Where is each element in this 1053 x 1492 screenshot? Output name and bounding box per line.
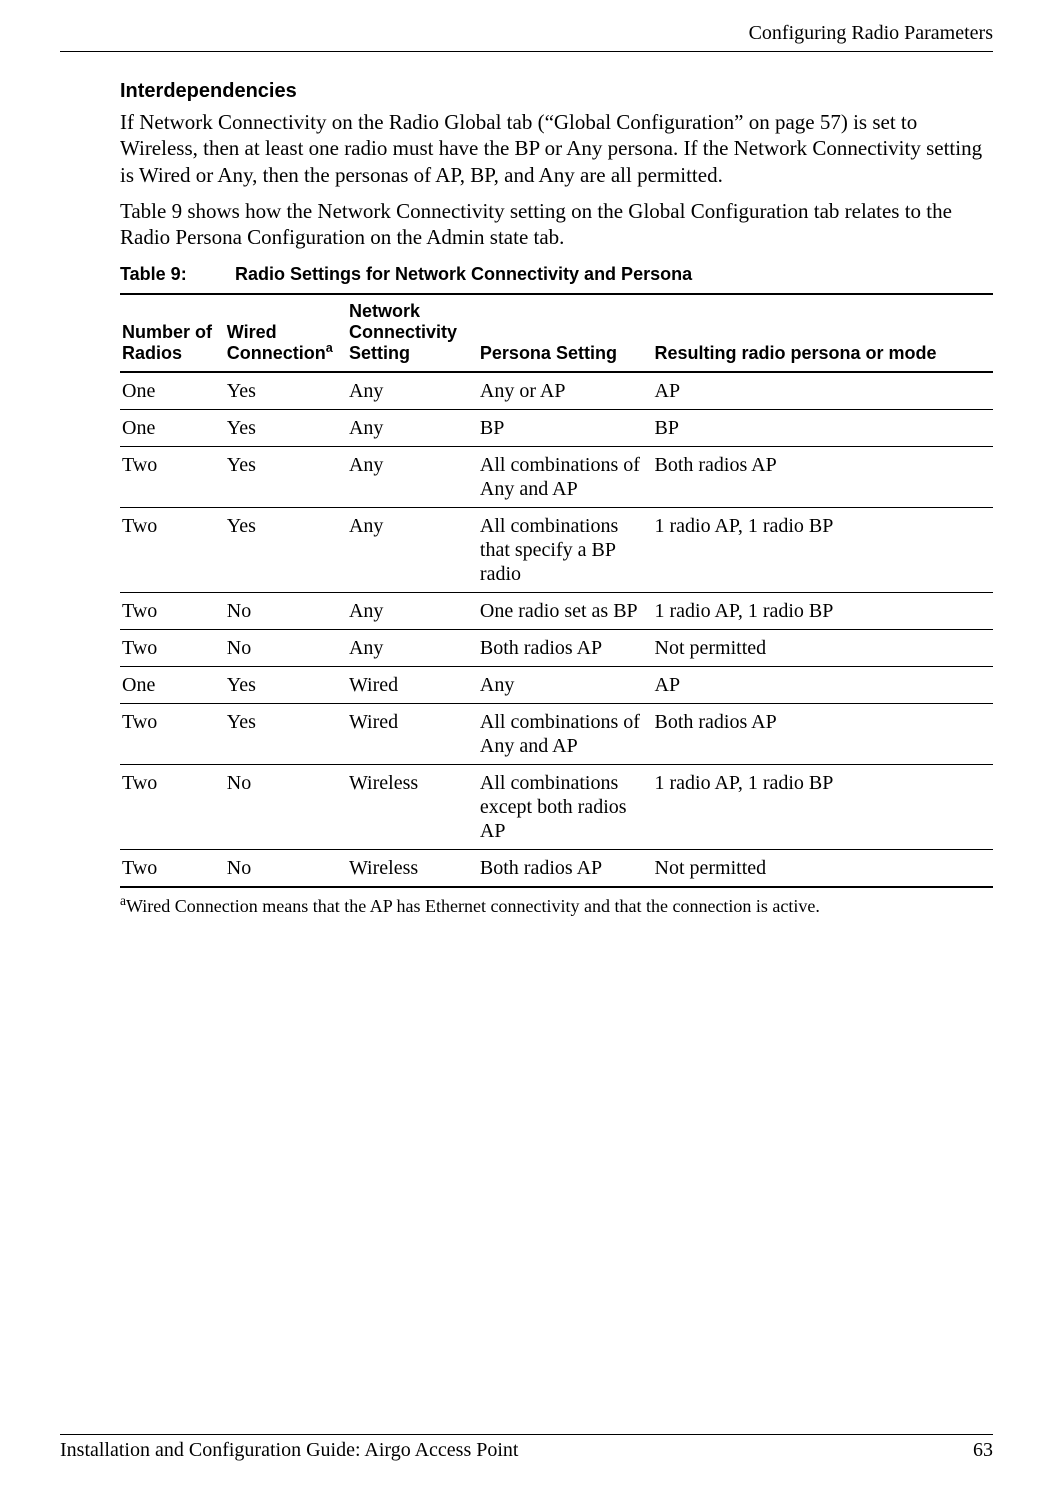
cell-wired-connection: No [225, 630, 347, 667]
footnote-text: Wired Connection means that the AP has E… [126, 896, 820, 916]
body-paragraph-2: Table 9 shows how the Network Connectivi… [120, 198, 993, 251]
cell-network-connectivity: Any [347, 447, 478, 508]
table-caption-title: Radio Settings for Network Connectivity … [235, 264, 692, 284]
cell-wired-connection: No [225, 765, 347, 850]
page-footer: Installation and Configuration Guide: Ai… [60, 1434, 993, 1462]
body-paragraph-1: If Network Connectivity on the Radio Glo… [120, 109, 993, 188]
col-header-resulting-persona: Resulting radio persona or mode [653, 294, 994, 372]
cell-network-connectivity: Wireless [347, 765, 478, 850]
cell-wired-connection: No [225, 850, 347, 888]
table-row: One Yes Any Any or AP AP [120, 372, 993, 410]
cell-resulting-persona: 1 radio AP, 1 radio BP [653, 765, 994, 850]
table-footnote: aWired Connection means that the AP has … [120, 896, 993, 917]
table-row: Two Yes Any All combinations that specif… [120, 508, 993, 593]
cell-persona-setting: BP [478, 410, 653, 447]
cell-network-connectivity: Any [347, 593, 478, 630]
cell-number-of-radios: Two [120, 593, 225, 630]
cell-wired-connection: Yes [225, 667, 347, 704]
running-head: Configuring Radio Parameters [60, 22, 993, 45]
table-header-row: Number of Radios Wired Connectiona Netwo… [120, 294, 993, 372]
cell-resulting-persona: Not permitted [653, 850, 994, 888]
cell-resulting-persona: Not permitted [653, 630, 994, 667]
footer-page-number: 63 [973, 1439, 993, 1462]
cell-network-connectivity: Any [347, 630, 478, 667]
table-caption: Table 9: Radio Settings for Network Conn… [120, 264, 993, 285]
table-row: Two No Wireless All combinations except … [120, 765, 993, 850]
table-row: Two No Any Both radios AP Not permitted [120, 630, 993, 667]
cell-number-of-radios: Two [120, 850, 225, 888]
cell-persona-setting: One radio set as BP [478, 593, 653, 630]
cell-number-of-radios: Two [120, 447, 225, 508]
cell-resulting-persona: Both radios AP [653, 447, 994, 508]
cell-resulting-persona: Both radios AP [653, 704, 994, 765]
table-caption-label: Table 9: [120, 264, 230, 285]
cell-wired-connection: Yes [225, 704, 347, 765]
footer-rule [60, 1434, 993, 1435]
radio-settings-table: Number of Radios Wired Connectiona Netwo… [120, 293, 993, 888]
cell-wired-connection: Yes [225, 372, 347, 410]
cell-number-of-radios: Two [120, 508, 225, 593]
cell-network-connectivity: Wired [347, 667, 478, 704]
col-header-persona-setting: Persona Setting [478, 294, 653, 372]
cell-resulting-persona: BP [653, 410, 994, 447]
cell-wired-connection: No [225, 593, 347, 630]
cell-network-connectivity: Wired [347, 704, 478, 765]
table-row: Two No Wireless Both radios AP Not permi… [120, 850, 993, 888]
cell-number-of-radios: Two [120, 704, 225, 765]
cell-persona-setting: All combinations that specify a BP radio [478, 508, 653, 593]
footer-guide-title: Installation and Configuration Guide: Ai… [60, 1439, 518, 1462]
cell-wired-connection: Yes [225, 410, 347, 447]
cell-wired-connection: Yes [225, 447, 347, 508]
cell-persona-setting: Both radios AP [478, 850, 653, 888]
page: Configuring Radio Parameters Interdepend… [0, 0, 1053, 1492]
table-body: One Yes Any Any or AP AP One Yes Any BP … [120, 372, 993, 887]
cell-persona-setting: Any [478, 667, 653, 704]
table-row: One Yes Any BP BP [120, 410, 993, 447]
cell-resulting-persona: AP [653, 372, 994, 410]
footer-row: Installation and Configuration Guide: Ai… [60, 1439, 993, 1462]
col-header-number-of-radios: Number of Radios [120, 294, 225, 372]
cell-persona-setting: Any or AP [478, 372, 653, 410]
cell-resulting-persona: AP [653, 667, 994, 704]
cell-persona-setting: All combinations of Any and AP [478, 447, 653, 508]
cell-network-connectivity: Any [347, 508, 478, 593]
cell-number-of-radios: One [120, 410, 225, 447]
cell-number-of-radios: One [120, 372, 225, 410]
cell-persona-setting: All combinations of Any and AP [478, 704, 653, 765]
table-row: Two Yes Wired All combinations of Any an… [120, 704, 993, 765]
cell-number-of-radios: One [120, 667, 225, 704]
section-heading: Interdependencies [120, 80, 993, 103]
table-row: One Yes Wired Any AP [120, 667, 993, 704]
cell-resulting-persona: 1 radio AP, 1 radio BP [653, 508, 994, 593]
table-row: Two No Any One radio set as BP 1 radio A… [120, 593, 993, 630]
cell-persona-setting: All combinations except both radios AP [478, 765, 653, 850]
cell-resulting-persona: 1 radio AP, 1 radio BP [653, 593, 994, 630]
col-header-network-connectivity: Network Connectivity Setting [347, 294, 478, 372]
cell-network-connectivity: Any [347, 410, 478, 447]
cell-number-of-radios: Two [120, 630, 225, 667]
cell-network-connectivity: Any [347, 372, 478, 410]
header-rule [60, 51, 993, 52]
cell-wired-connection: Yes [225, 508, 347, 593]
cell-network-connectivity: Wireless [347, 850, 478, 888]
cell-number-of-radios: Two [120, 765, 225, 850]
cell-persona-setting: Both radios AP [478, 630, 653, 667]
table-row: Two Yes Any All combinations of Any and … [120, 447, 993, 508]
content-area: Interdependencies If Network Connectivit… [120, 80, 993, 917]
col-header-wired-connection: Wired Connectiona [225, 294, 347, 372]
